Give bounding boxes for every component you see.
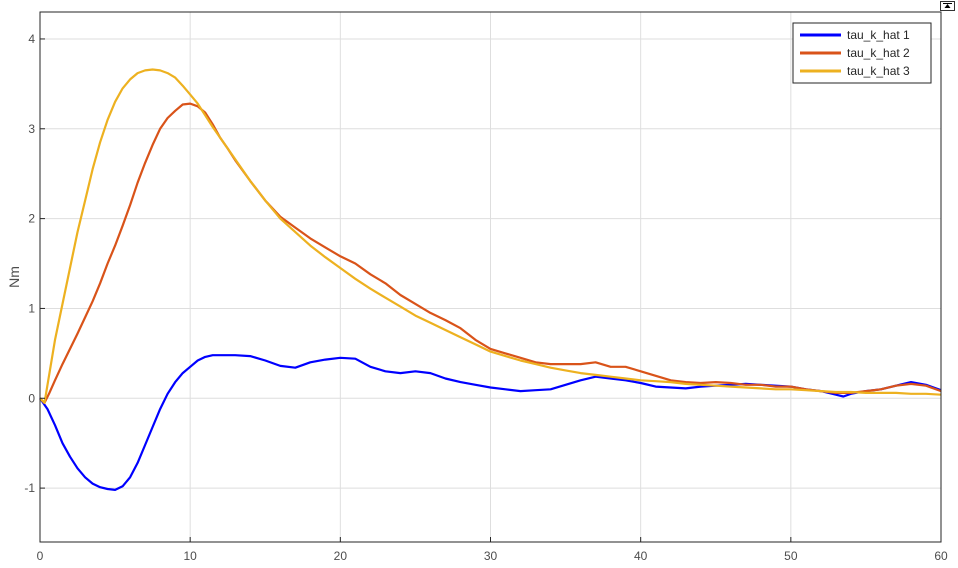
- restore-view-button[interactable]: [940, 1, 955, 11]
- y-tick-label: 4: [28, 32, 35, 46]
- series-line-2: [39, 102, 942, 404]
- series-layer: [39, 68, 942, 491]
- arrow-up-icon: [943, 3, 952, 8]
- legend-entry-1[interactable]: tau_k_hat 1: [847, 28, 910, 42]
- y-tick-label: 0: [28, 391, 35, 405]
- legend-entry-3[interactable]: tau_k_hat 3: [847, 64, 910, 78]
- legend[interactable]: tau_k_hat 1 tau_k_hat 2 tau_k_hat 3: [792, 22, 932, 84]
- grid: [39, 12, 942, 542]
- series-line-3: [39, 68, 942, 404]
- y-axis-label: Nm: [6, 266, 22, 288]
- x-tick-label: 20: [334, 549, 348, 563]
- x-tick-label: 10: [183, 549, 197, 563]
- x-tick-label: 30: [484, 549, 498, 563]
- y-tick-label: 2: [28, 212, 35, 226]
- x-tick-label: 40: [634, 549, 648, 563]
- legend-entry-2[interactable]: tau_k_hat 2: [847, 46, 910, 60]
- y-tick-label: 3: [28, 122, 35, 136]
- y-tick-label: 1: [28, 301, 35, 315]
- x-tick-label: 50: [784, 549, 798, 563]
- x-tick-label: 60: [934, 549, 948, 563]
- x-tick-label: 0: [37, 549, 44, 563]
- y-tick-label: -1: [24, 481, 35, 495]
- ticks: 0 10 20 30 40 50 60 -1 0 1 2 3 4: [24, 32, 948, 563]
